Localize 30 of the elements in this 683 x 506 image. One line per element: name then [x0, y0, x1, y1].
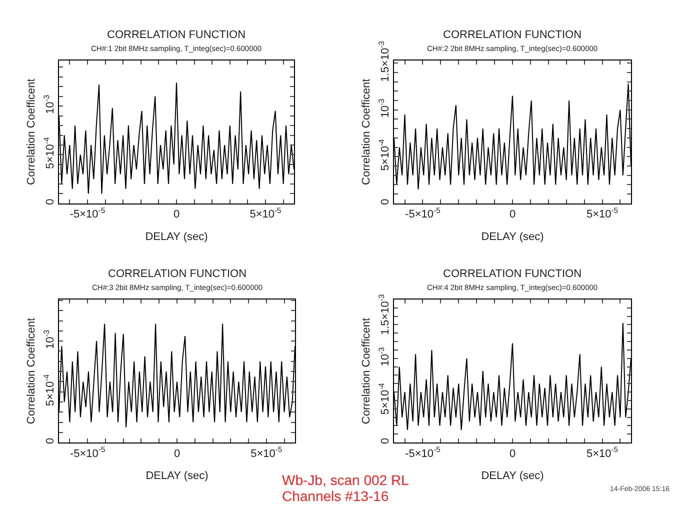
x-tick-label: 5×10$^{-5}$ [586, 445, 618, 460]
x-axis-title: DELAY (sec) [146, 470, 208, 482]
x-tick-label: -5×10$^{-5}$ [405, 206, 440, 221]
x-axis-title: DELAY (sec) [481, 470, 544, 482]
y-tick-label: 0 [380, 198, 392, 205]
x-tick-label: 0 [509, 208, 516, 221]
x-tick-label: 0 [173, 208, 180, 221]
x-tick-label: -5×10$^{-5}$ [405, 445, 440, 460]
x-tick-label: 0 [174, 448, 180, 460]
x-tick-label: -5×10$^{-5}$ [70, 445, 106, 460]
y-tick-label: 0 [44, 198, 57, 205]
y-axis-title: Correlation Coefficent [26, 78, 38, 185]
text: Channels #13-16 [282, 488, 389, 504]
x-tick-label: 0 [509, 448, 516, 460]
y-tick-label: 0 [380, 438, 392, 444]
y-axis-title: Correlation Coefficent [360, 318, 373, 424]
x-axis-title: DELAY (sec) [481, 230, 544, 243]
chart-title: CORRELATION FUNCTION [443, 268, 582, 280]
x-axis-title: DELAY (sec) [145, 230, 208, 243]
x-tick-label: 5×10$^{-5}$ [250, 206, 282, 221]
y-tick-label: 0 [44, 438, 57, 444]
chart-title: CORRELATION FUNCTION [108, 268, 247, 280]
text: Wb-Jb, scan 002 RL [282, 472, 410, 488]
y-axis-title: Correlation Coefficent [360, 78, 373, 185]
x-tick-label: 5×10$^{-5}$ [586, 206, 618, 221]
x-tick-label: -5×10$^{-5}$ [70, 206, 106, 221]
y-axis-title: Correlation Coefficent [26, 318, 38, 424]
x-tick-label: 5×10$^{-5}$ [250, 445, 282, 460]
chart-title: CORRELATION FUNCTION [107, 29, 246, 41]
chart-title: CORRELATION FUNCTION [443, 29, 582, 41]
